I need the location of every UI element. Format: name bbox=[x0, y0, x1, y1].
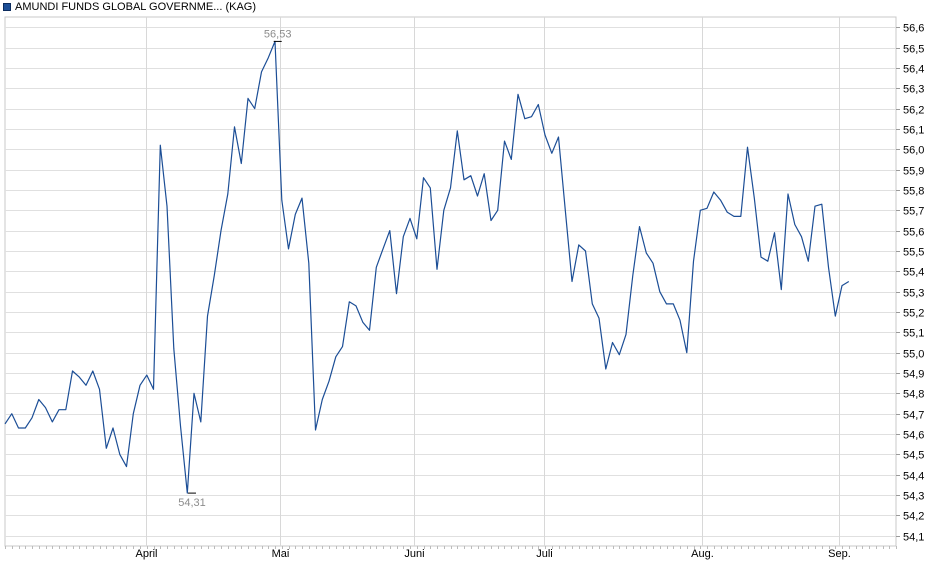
y-tick-label: 54,7 bbox=[903, 410, 924, 422]
y-tick-label: 54,3 bbox=[903, 491, 924, 503]
x-tick-label: Aug. bbox=[691, 548, 714, 560]
series-line bbox=[4, 40, 850, 494]
line-layer bbox=[4, 40, 850, 494]
y-tick-label: 54,9 bbox=[903, 369, 924, 381]
axis-layer: 54,1 54,2 54,3 54,4 54,5 54,6 54,7 54,8 54,9 55,0… bbox=[5, 23, 924, 560]
x-tick-label: Juli bbox=[536, 548, 553, 560]
x-tick-label: April bbox=[135, 548, 157, 560]
y-tick-label: 54,8 bbox=[903, 389, 924, 401]
y-tick-label: 55,8 bbox=[903, 186, 924, 198]
y-tick-label: 56,5 bbox=[903, 44, 924, 56]
y-tick-label: 55,3 bbox=[903, 288, 924, 300]
y-tick-label: 56,6 bbox=[903, 23, 924, 35]
y-tick-label: 55,1 bbox=[903, 328, 924, 340]
x-tick-label: Juni bbox=[404, 548, 424, 560]
y-tick-label: 54,2 bbox=[903, 511, 924, 523]
y-tick-label: 54,5 bbox=[903, 450, 924, 462]
legend-swatch-icon bbox=[3, 3, 11, 11]
y-tick-label: 55,0 bbox=[903, 349, 924, 361]
legend: AMUNDI FUNDS GLOBAL GOVERNME... (KAG) bbox=[3, 0, 256, 14]
y-tick-label: 55,5 bbox=[903, 247, 924, 259]
y-tick-label: 55,9 bbox=[903, 166, 924, 178]
grid-layer bbox=[4, 16, 897, 547]
y-tick-label: 56,1 bbox=[903, 125, 924, 137]
y-tick-label: 55,6 bbox=[903, 227, 924, 239]
y-tick-label: 54,1 bbox=[903, 532, 924, 544]
y-tick-label: 55,4 bbox=[903, 267, 924, 279]
y-tick-label: 56,4 bbox=[903, 64, 924, 76]
annotation-label: 56,53 bbox=[264, 28, 292, 40]
y-tick-label: 55,7 bbox=[903, 206, 924, 218]
y-tick-label: 54,6 bbox=[903, 430, 924, 442]
legend-label: AMUNDI FUNDS GLOBAL GOVERNME... (KAG) bbox=[15, 1, 257, 13]
annotation-label: 54,31 bbox=[178, 497, 206, 509]
plot-frame bbox=[4, 16, 897, 547]
x-tick-label: Mai bbox=[272, 548, 290, 560]
y-tick-label: 54,4 bbox=[903, 471, 924, 483]
y-tick-label: 55,2 bbox=[903, 308, 924, 320]
y-tick-label: 56,3 bbox=[903, 84, 924, 96]
x-tick-label: Sep. bbox=[828, 548, 851, 560]
annotation-layer: 56,53 54,31 bbox=[178, 28, 291, 509]
y-tick-label: 56,0 bbox=[903, 145, 924, 157]
y-tick-label: 56,2 bbox=[903, 105, 924, 117]
